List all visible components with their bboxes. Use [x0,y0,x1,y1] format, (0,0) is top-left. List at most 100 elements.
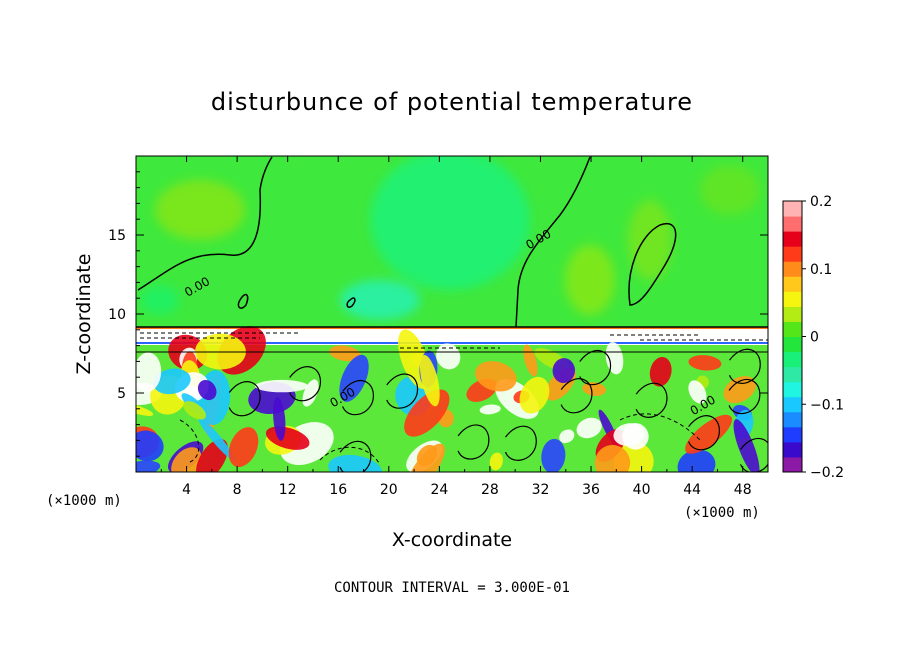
turbulence-patch [489,452,503,471]
turbulence-contour [457,424,490,460]
turbulence-contour [560,378,593,414]
x-axis: 4 8 12 16 20 24 28 32 36 40 44 48 [160,156,752,498]
colorbar-swatch [783,321,802,337]
turbulence-patch [576,417,602,439]
turbulence-patch [552,358,576,384]
x-tick-label: 40 [633,482,651,498]
colorbar-swatch [783,396,802,413]
upper-field-shading [140,156,760,320]
colorbar-ticks: 0.2 0.1 0 −0.1 −0.2 [802,194,844,481]
y-tick-label: 5 [117,386,126,402]
turbulence-contour [688,415,720,451]
colorbar-tick-label: 0 [810,330,819,346]
turbulence-contour [728,379,761,415]
x-axis-label: X-coordinate [392,529,512,551]
colorbar-swatch [783,426,802,443]
turbulence-patch [733,419,760,472]
colorbar-swatch [783,306,802,322]
turbulence-patch [419,354,440,407]
x-tick-label: 12 [279,482,297,498]
turbulence-contour [635,382,668,418]
turbulence-contour [289,366,322,402]
interface-band [136,327,768,345]
y-axis-label: Z-coordinate [73,254,95,375]
colorbar-swatch [783,276,802,292]
colorbar-swatch [783,351,802,368]
chart-title: disturbunce of potential temperature [211,88,693,116]
turbulence-contour [342,380,375,416]
turbulence-patch [685,414,733,454]
colorbar-swatch [783,411,802,428]
colorbar [782,200,803,473]
turbulence-patch [183,401,206,420]
colorbar-swatch [783,441,802,458]
turbulence-patch [136,352,162,393]
colorbar-swatch [783,246,802,262]
turbulence-contour [728,348,761,384]
contour-lines [136,156,768,353]
turbulence-patch [582,382,606,396]
turbulence-patch [136,430,164,462]
colorbar-swatch [783,381,802,398]
turbulence-patch [479,404,501,415]
colorbar-swatch [783,366,802,383]
y-tick-label: 10 [108,307,126,323]
colorbar-tick-label: 0.1 [810,262,832,278]
plot-area: 0.000.000.00 0.00 [136,156,768,472]
x-tick-label: 32 [532,482,550,498]
x-tick-label: 4 [182,482,191,498]
turbulence-patch [228,427,259,468]
turbulence-patch [416,444,438,467]
turbulence-patch [677,449,716,472]
turbulence-patch [559,429,575,444]
colorbar-swatch [783,261,802,277]
colorbar-swatch [783,201,802,217]
colorbar-swatch [783,456,802,473]
turbulence-patch [328,454,383,472]
turbulent-patches [136,326,768,472]
turbulence-contour [228,381,261,417]
colorbar-swatch [783,231,802,247]
turbulence-patch [519,376,550,414]
y-tick-label: 15 [108,228,126,244]
x-tick-label: 44 [683,482,701,498]
turbulence-patch [198,417,235,461]
x-tick-label: 16 [329,482,347,498]
turbulence-patch [339,354,369,402]
turbulence-patch [171,447,202,472]
colorbar-swatch [783,291,802,307]
x-axis-unit-left: (×1000 m) [46,493,122,509]
colorbar-tick-label: −0.2 [810,465,844,481]
turbulence-contour [504,425,537,461]
turbulence-contour [386,373,419,409]
x-tick-label: 36 [582,482,600,498]
turbulence-patch [688,355,722,371]
y-axis: 5 10 15 [108,171,768,457]
x-tick-label: 20 [380,482,398,498]
turbulence-patch [197,379,217,401]
colorbar-tick-label: −0.1 [810,397,844,413]
colorbar-swatch [783,216,802,232]
turbulence-contour [339,440,372,472]
x-axis-unit-right: (×1000 m) [684,505,760,521]
turbulence-patch [649,356,672,387]
turbulence-patch [329,345,361,362]
turbulence-patch [688,380,707,404]
x-tick-label: 48 [734,482,752,498]
turbulence-patch [523,344,538,377]
colorbar-swatch [783,336,802,353]
x-tick-label: 28 [481,482,499,498]
turbulence-patch [273,397,286,441]
turbulence-patch [613,423,645,446]
turbulence-patch [254,379,309,393]
colorbar-tick-label: 0.2 [810,194,832,210]
x-tick-label: 24 [430,482,448,498]
turbulence-patch [136,460,161,472]
turbulence-patch [541,438,566,472]
x-tick-label: 8 [233,482,242,498]
turbulence-patch [153,368,191,395]
negative-contours [140,332,768,466]
contour-interval-text: CONTOUR INTERVAL = 3.000E-01 [334,580,570,596]
turbulence-patch [475,361,517,392]
